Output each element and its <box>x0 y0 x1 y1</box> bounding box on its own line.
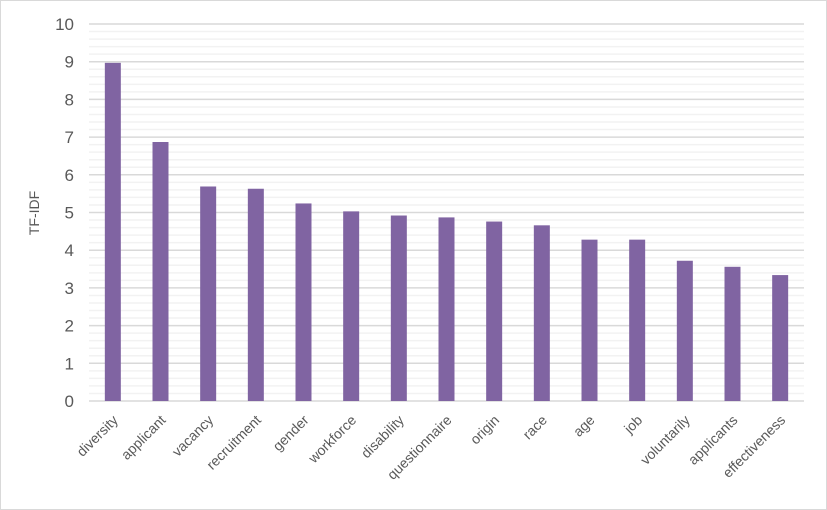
y-tick-label: 6 <box>65 166 74 185</box>
bar-workforce <box>343 211 360 401</box>
x-tick-label: workforce <box>304 412 359 467</box>
bar-applicants <box>724 266 741 401</box>
x-tick-label: vacancy <box>169 412 217 460</box>
y-tick-label: 9 <box>65 53 74 72</box>
bar-recruitment <box>247 188 264 401</box>
x-tick-label: age <box>570 412 598 440</box>
x-tick-label: origin <box>467 412 503 448</box>
bar-job <box>629 239 646 401</box>
x-tick-label: diversity <box>73 412 121 460</box>
y-tick-label: 5 <box>65 204 74 223</box>
bar-applicant <box>152 142 169 401</box>
y-tick-label: 3 <box>65 279 74 298</box>
bar-diversity <box>104 62 121 402</box>
y-tick-label: 10 <box>55 15 74 34</box>
bar-questionnaire <box>438 217 455 401</box>
bar-origin <box>486 221 503 401</box>
x-tick-label: gender <box>269 412 311 454</box>
bar-voluntarily <box>676 260 693 401</box>
bar-gender <box>295 203 312 401</box>
x-tick-label: job <box>620 412 645 437</box>
y-tick-label: 2 <box>65 317 74 336</box>
x-tick-label: disability <box>358 412 407 461</box>
bar-age <box>581 239 598 401</box>
x-tick-label: race <box>519 412 550 443</box>
y-tick-label: 0 <box>65 392 74 411</box>
y-tick-label: 4 <box>65 241 74 260</box>
x-tick-label: voluntarily <box>637 412 693 468</box>
y-tick-label: 1 <box>65 354 74 373</box>
y-tick-label: 8 <box>65 90 74 109</box>
y-tick-label: 7 <box>65 128 74 147</box>
bar-race <box>533 225 550 401</box>
x-tick-label: applicant <box>118 412 169 463</box>
y-axis-label: TF-IDF <box>26 191 42 235</box>
bar-disability <box>390 215 407 401</box>
bar-vacancy <box>200 186 217 401</box>
bar-effectiveness <box>772 275 789 401</box>
